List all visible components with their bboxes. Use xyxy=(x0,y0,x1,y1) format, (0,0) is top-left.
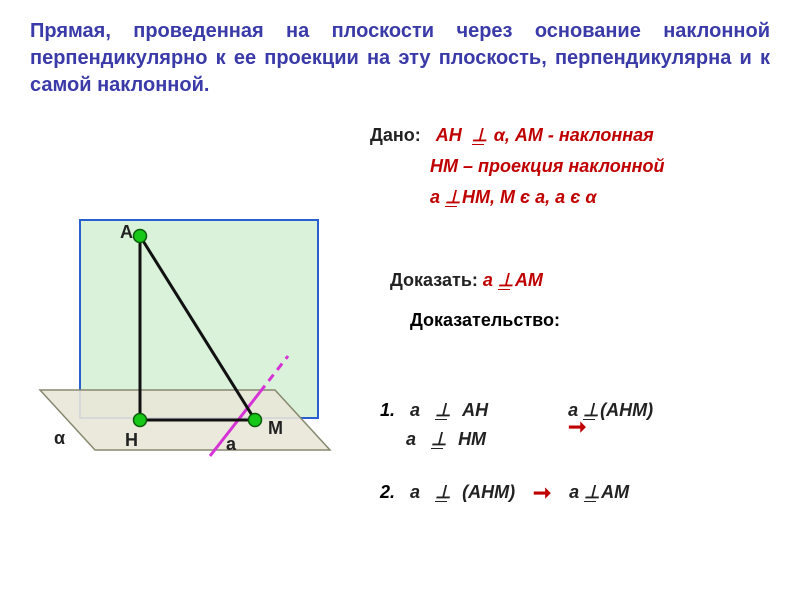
prove-block: Доказать: а АМ xyxy=(390,270,543,291)
s1a: а xyxy=(410,400,420,420)
svg-text:H: H xyxy=(125,430,138,450)
step2-num: 2. xyxy=(380,482,395,502)
prove-a: а xyxy=(483,270,493,290)
prove-label: Доказать: xyxy=(390,270,478,290)
theorem-statement: Прямая, проведенная на плоскости через о… xyxy=(0,0,800,109)
svg-text:а: а xyxy=(226,434,237,454)
proof-title: Доказательство: xyxy=(410,310,560,331)
given-block: Дано: АН α, АМ - наклонная НМ – проекция… xyxy=(370,125,665,218)
s1r2: (АНМ) xyxy=(600,400,653,420)
given-line1b: α, АМ - наклонная xyxy=(494,125,654,145)
step1-num: 1. xyxy=(380,400,395,420)
s1b: АН xyxy=(462,400,488,420)
given-line3b: HM, М є а, а є α xyxy=(462,187,596,207)
s2a: а xyxy=(410,482,420,502)
given-line2: НМ – проекция наклонной xyxy=(430,156,665,177)
given-line3a: а xyxy=(430,187,440,207)
arrow1-icon: ➞ xyxy=(568,412,586,438)
s2b: (АНМ) xyxy=(462,482,515,502)
geometry-diagram: A H Mα а xyxy=(20,200,350,480)
s2c: а xyxy=(569,482,579,502)
s1d: НМ xyxy=(458,429,486,449)
s2d: АМ xyxy=(601,482,629,502)
given-line1a: АН xyxy=(436,125,462,145)
given-label: Дано: xyxy=(370,125,421,145)
s1c: а xyxy=(406,429,416,449)
svg-text:α: α xyxy=(54,428,65,448)
svg-text:M: M xyxy=(268,418,283,438)
svg-text:A: A xyxy=(120,222,133,242)
proof-steps: 1. а АН а (АНМ) а НМ ➞ 2. а (АНМ) ➞ а АМ xyxy=(380,400,653,512)
arrow2-icon: ➞ xyxy=(533,480,551,505)
prove-b: АМ xyxy=(515,270,543,290)
